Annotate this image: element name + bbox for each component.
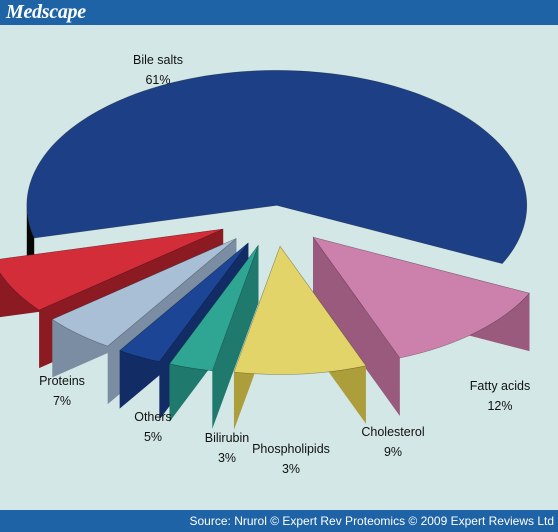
slice-label: Others <box>134 410 172 424</box>
header-bar: Medscape <box>0 0 558 25</box>
medscape-logo: Medscape <box>6 1 86 23</box>
slice-label: Proteins <box>39 374 85 388</box>
slice-label: Cholesterol <box>361 425 424 439</box>
slice-label: Phospholipids <box>252 442 330 456</box>
footer-bar: Source: Nrurol © Expert Rev Proteomics ©… <box>0 510 558 532</box>
slice-percent-label: 61% <box>145 73 170 87</box>
slice-percent-label: 7% <box>53 394 71 408</box>
slice-top-face <box>26 70 528 264</box>
slice-percent-label: 3% <box>282 462 300 476</box>
slice-cut-wall <box>313 237 400 417</box>
slice-top-face <box>51 238 237 347</box>
slice-percent-label: 3% <box>218 451 236 465</box>
slice-percent-label: 5% <box>144 430 162 444</box>
slice-label: Bilirubin <box>205 431 250 445</box>
slice-top-face <box>119 242 249 363</box>
slice-top-face <box>233 245 367 375</box>
slice-label: Fatty acids <box>470 379 530 393</box>
pie-labels: Bile salts 61% Fatty acids 12% Cholesterol 9%… <box>39 53 530 476</box>
pie-slice <box>168 244 259 429</box>
slice-percent-label: 9% <box>384 445 402 459</box>
slice-label: Bile salts <box>133 53 183 67</box>
pie-chart: Bile salts 61% Fatty acids 12% Cholesterol 9%… <box>0 53 531 476</box>
slice-top-face <box>168 244 259 372</box>
slice-top-face <box>312 236 531 359</box>
slice-percent-label: 12% <box>487 399 512 413</box>
pie-slice <box>233 245 367 431</box>
slice-top-face <box>0 228 224 311</box>
source-credit: Source: Nrurol © Expert Rev Proteomics ©… <box>189 514 555 528</box>
pie-slice <box>312 236 531 417</box>
pie-slices <box>0 70 531 431</box>
